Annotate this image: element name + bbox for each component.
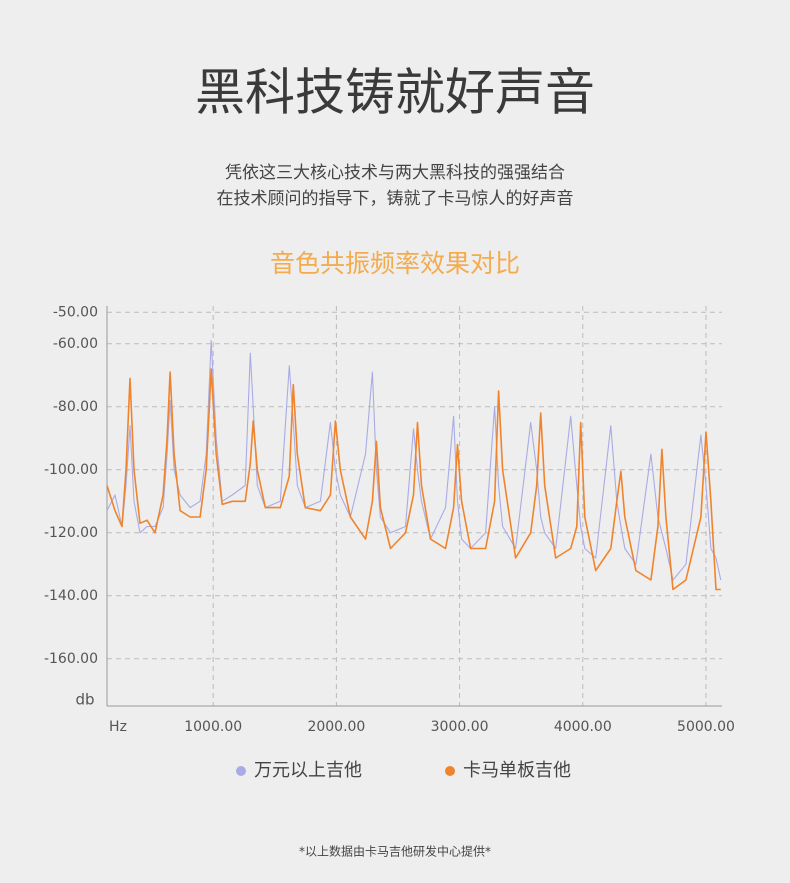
legend-label: 万元以上吉他 xyxy=(254,760,362,781)
y-tick-label: -60.00 xyxy=(53,336,98,352)
page-title: 黑科技铸就好声音 xyxy=(195,64,595,122)
subtitle-line: 在技术顾问的指导下，铸就了卡马惊人的好声音 xyxy=(217,189,574,209)
x-tick-label: 4000.00 xyxy=(554,719,612,735)
y-tick-label: -50.00 xyxy=(53,304,98,320)
legend-label: 卡马单板吉他 xyxy=(463,760,571,781)
y-axis-label: db xyxy=(75,691,94,709)
y-tick-label: -100.00 xyxy=(44,462,98,478)
series-line xyxy=(106,340,722,581)
y-tick-label: -140.00 xyxy=(44,588,98,604)
y-tick-label: -160.00 xyxy=(44,651,98,667)
chart-title: 音色共振频率效果对比 xyxy=(270,249,520,278)
legend-swatch xyxy=(445,766,455,776)
x-axis-label: Hz xyxy=(109,719,127,735)
x-tick-label: 3000.00 xyxy=(431,719,489,735)
series-line xyxy=(106,368,721,591)
footnote: *以上数据由卡马吉他研发中心提供* xyxy=(299,844,491,859)
subtitle-line: 凭依这三大核心技术与两大黑科技的强强结合 xyxy=(225,163,565,183)
y-tick-label: -80.00 xyxy=(53,399,98,415)
legend-swatch xyxy=(236,766,246,776)
x-tick-label: 2000.00 xyxy=(307,719,365,735)
x-tick-label: 1000.00 xyxy=(184,719,242,735)
y-tick-label: -120.00 xyxy=(44,525,98,541)
x-tick-label: 5000.00 xyxy=(677,719,735,735)
